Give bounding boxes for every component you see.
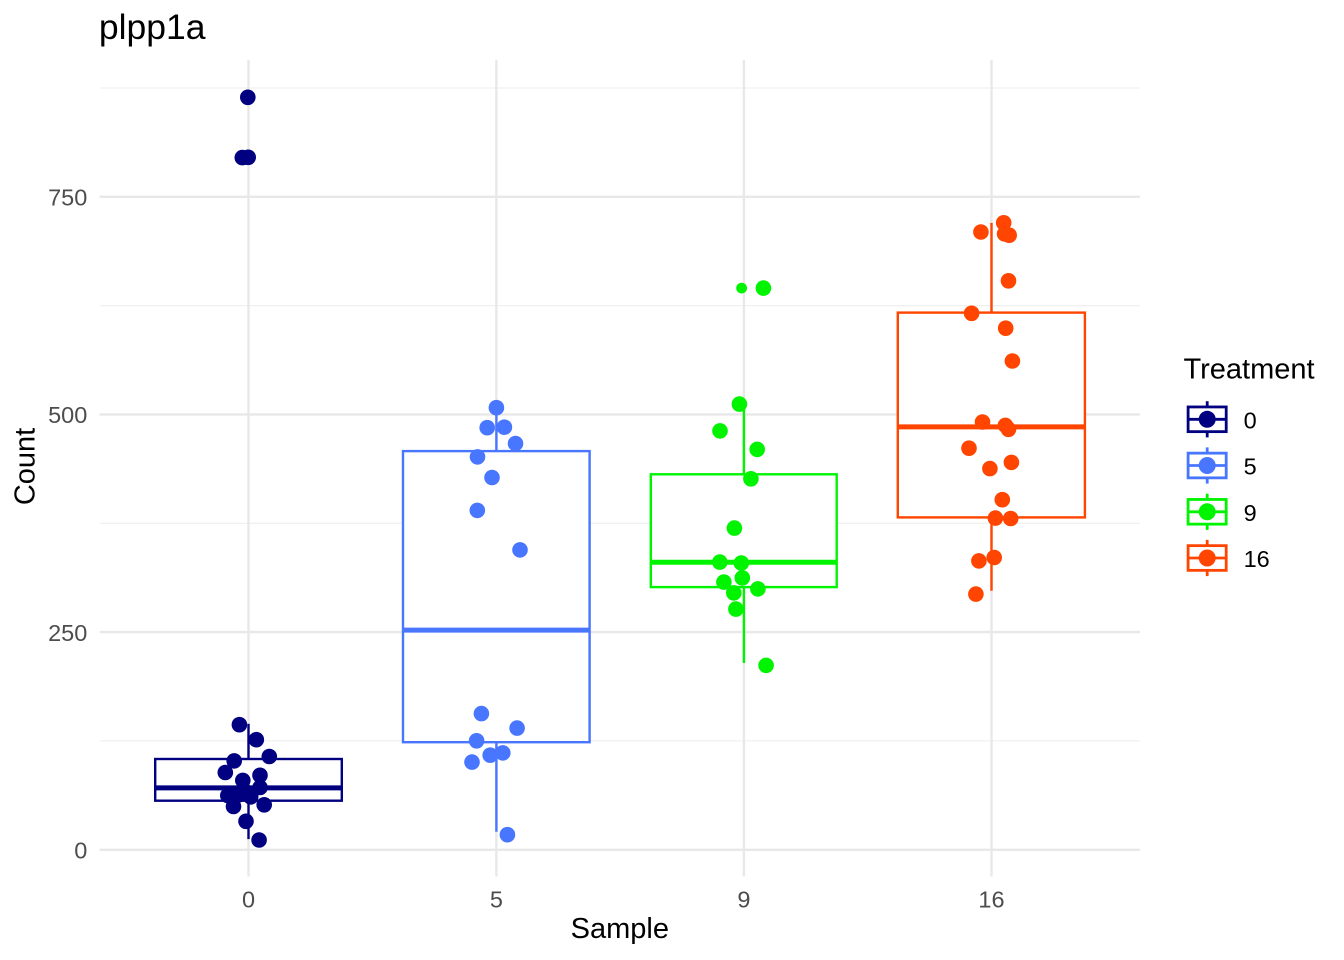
svg-text:5: 5 — [490, 886, 503, 912]
svg-text:plpp1a: plpp1a — [99, 7, 206, 47]
svg-text:5: 5 — [1244, 454, 1257, 480]
svg-text:500: 500 — [48, 402, 87, 428]
svg-text:Sample: Sample — [571, 913, 669, 945]
svg-text:16: 16 — [1244, 546, 1270, 572]
svg-text:0: 0 — [242, 886, 255, 912]
svg-text:9: 9 — [737, 886, 750, 912]
svg-text:9: 9 — [1244, 500, 1257, 526]
svg-text:750: 750 — [48, 185, 87, 211]
svg-text:Count: Count — [10, 428, 42, 505]
svg-text:16: 16 — [978, 886, 1004, 912]
svg-text:250: 250 — [48, 620, 87, 646]
svg-text:0: 0 — [1244, 408, 1257, 434]
svg-text:Treatment: Treatment — [1184, 353, 1315, 385]
svg-text:0: 0 — [74, 838, 87, 864]
